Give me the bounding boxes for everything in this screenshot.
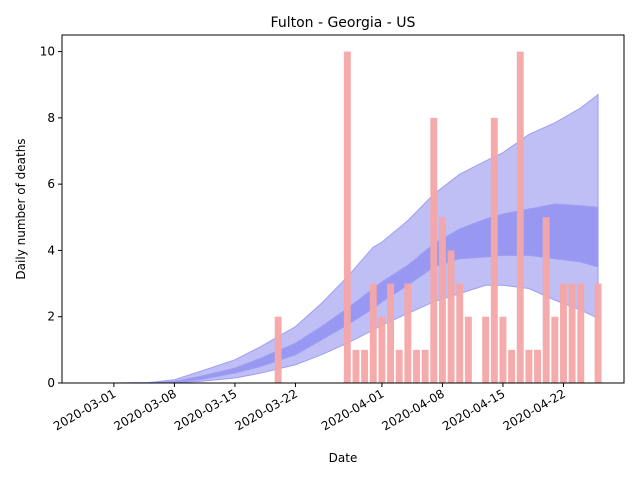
bar	[508, 349, 516, 383]
x-tick-label: 2020-03-15	[172, 386, 239, 433]
bar	[274, 316, 282, 383]
bar	[490, 117, 498, 384]
bar	[430, 117, 438, 384]
bar	[542, 217, 550, 383]
bar	[568, 283, 576, 383]
x-tick-label: 2020-04-15	[440, 386, 507, 433]
bar	[551, 316, 559, 383]
bar	[499, 316, 507, 383]
x-tick-label: 2020-03-01	[51, 386, 118, 433]
chart-title: Fulton - Georgia - US	[271, 15, 416, 31]
x-tick-label: 2020-03-22	[233, 386, 300, 433]
axes-frame	[61, 34, 625, 384]
bar	[534, 349, 541, 383]
x-tick-label: 2020-04-22	[501, 386, 568, 433]
bar	[413, 349, 420, 383]
y-tick-label: 6	[47, 177, 55, 191]
x-axis: 2020-03-012020-03-082020-03-152020-03-22…	[51, 383, 568, 433]
bar	[577, 283, 585, 383]
x-tick-label: 2020-03-08	[111, 386, 178, 433]
bar	[456, 283, 464, 383]
bar	[395, 349, 403, 383]
bar	[560, 283, 567, 383]
x-tick-label: 2020-04-08	[380, 386, 447, 433]
bar	[482, 316, 490, 383]
bar	[447, 250, 455, 383]
x-tick-label: 2020-04-01	[319, 386, 386, 433]
confidence-band-1	[113, 93, 599, 384]
y-tick-label: 8	[47, 111, 55, 125]
bar	[361, 349, 369, 383]
y-tick-label: 2	[47, 310, 55, 324]
x-axis-label: Date	[329, 451, 358, 465]
y-axis: 0 2 4 6 8 10	[40, 45, 62, 390]
bar	[594, 283, 602, 383]
y-tick-label: 4	[47, 243, 55, 257]
bar	[343, 51, 351, 383]
bar	[525, 349, 533, 383]
bar	[369, 283, 377, 383]
y-tick-label: 10	[40, 45, 55, 59]
bar	[378, 316, 386, 383]
bar	[387, 283, 395, 383]
bar	[404, 283, 412, 383]
bar	[421, 349, 429, 383]
bar	[352, 349, 360, 383]
y-axis-label: Daily number of deaths	[14, 138, 28, 279]
confidence-band-2	[113, 203, 599, 384]
y-tick-label: 0	[47, 376, 55, 390]
bar-series	[274, 51, 602, 384]
confidence-bands	[113, 93, 599, 384]
bar	[464, 316, 472, 383]
bar	[516, 51, 524, 383]
bar	[438, 217, 446, 383]
